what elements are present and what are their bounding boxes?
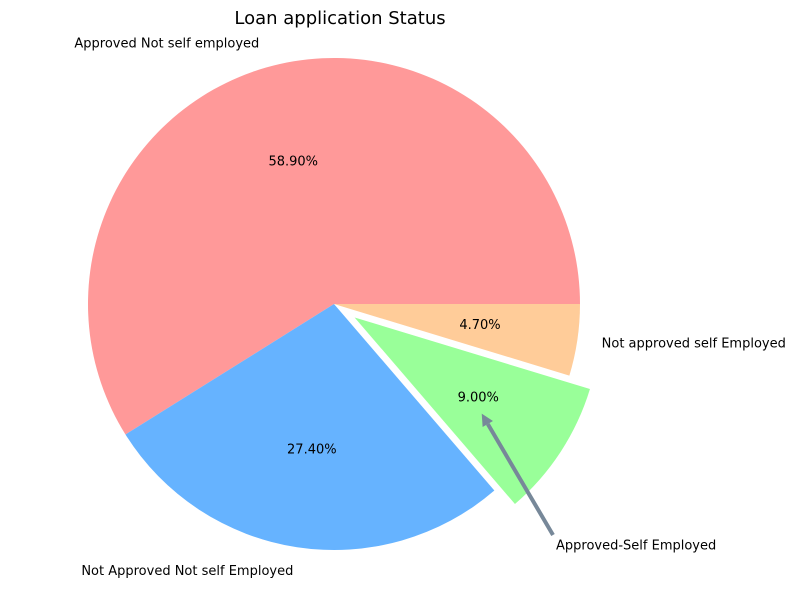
pct-label-approved-not-self-employed: 58.90% [268,155,318,170]
slice-label-not-approved-not-self-employed: Not Approved Not self Employed [81,564,293,579]
pie-slices [87,57,590,550]
slice-label-not-approved-self-employed: Not approved self Employed [602,336,786,351]
annotation-label: Approved-Self Employed [556,539,716,554]
pct-label-not-approved-self-employed: 4.70% [459,318,500,333]
annotation-arrow-head [481,413,493,428]
annotation-arrow-shaft [486,422,555,537]
chart-title: Loan application Status [234,8,445,29]
pie-slice-approved-not-self-employed [87,57,581,435]
pct-label-not-approved-not-self-employed: 27.40% [287,442,337,457]
pie-labels: 58.90% Approved Not self employed 27.40% No… [74,36,785,579]
pie-slice-approved-self-employed [354,317,590,504]
pie-slice-not-approved-self-employed [334,304,580,376]
slice-label-approved-not-self-employed: Approved Not self employed [74,36,259,51]
pie-slice-not-approved-not-self-employed [125,304,495,550]
pct-label-approved-self-employed: 9.00% [458,391,499,406]
